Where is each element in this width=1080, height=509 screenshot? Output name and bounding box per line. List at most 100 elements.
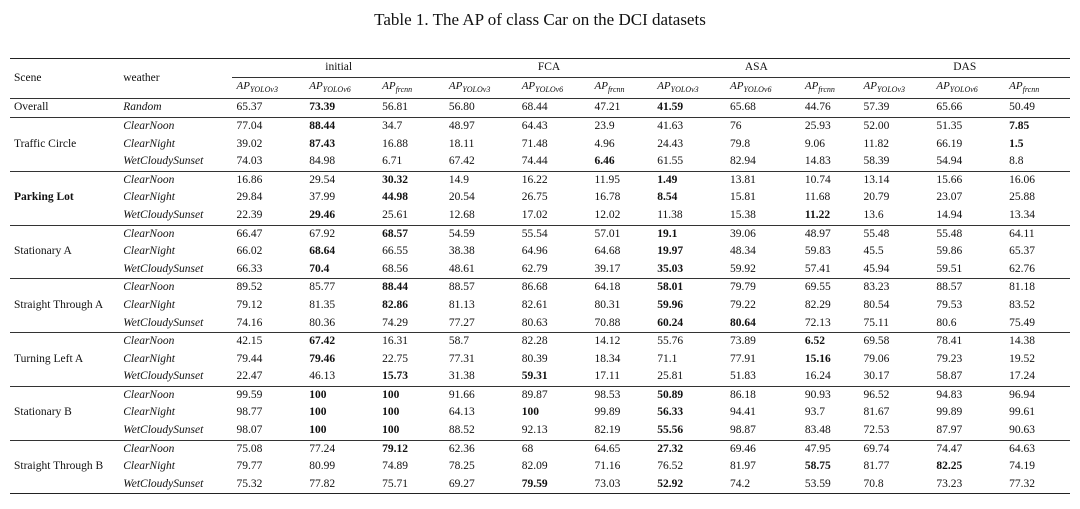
cell-value: 99.61 — [1009, 406, 1036, 419]
cell-value: 55.48 — [932, 224, 1006, 244]
table-row: Straight Through B ClearNight 79.77 80.99 74… — [10, 458, 1070, 476]
cell-value: 19.52 — [1009, 352, 1036, 365]
table-row: Traffic Circle ClearNight 39.02 87.43 16.88 1… — [10, 136, 1070, 154]
cell-value: 96.94 — [1005, 385, 1070, 405]
cell-value: 59.86 — [936, 245, 963, 258]
cell-value: 38.38 — [448, 245, 475, 258]
cell-value: 14.12 — [590, 332, 654, 351]
cell-value: 64.43 — [517, 116, 591, 136]
header-metric-fca-yolov3: APYOLOv3 — [444, 77, 518, 100]
cell-value: 11.38 — [657, 208, 683, 221]
cell-value: 94.83 — [932, 385, 1006, 405]
cell-value: 57.01 — [590, 224, 654, 244]
cell-weather: ClearNight — [123, 406, 175, 419]
cell-value: 68.44 — [521, 101, 548, 114]
cell-value: 71.1 — [657, 352, 678, 365]
cell-value: 29.54 — [305, 170, 379, 190]
cell-value: 50.89 — [653, 385, 727, 405]
table-row: WetCloudySunset 22.47 46.13 15.73 31.38 59.31… — [10, 368, 1070, 386]
cell-value: 70.88 — [594, 316, 621, 329]
cell-value: 11.95 — [590, 170, 654, 190]
cell-value: 48.97 — [444, 116, 518, 136]
cell-value: 77.91 — [730, 352, 756, 365]
cell-value: 48.34 — [730, 245, 756, 258]
cell-weather: ClearNight — [123, 191, 175, 204]
cell-value: 23.07 — [936, 191, 963, 204]
cell-value: 24.43 — [657, 137, 684, 150]
cell-value: 64.63 — [1005, 439, 1070, 459]
cell-value: 74.47 — [932, 439, 1006, 459]
cell-value: 85.77 — [305, 278, 379, 297]
cell-value: 82.94 — [730, 155, 756, 168]
cell-weather: WetCloudySunset — [123, 262, 204, 275]
cell-value: 13.81 — [726, 170, 801, 190]
cell-value: 74.03 — [236, 155, 263, 168]
cell-value: 93.7 — [804, 406, 825, 419]
table-caption: Table 1. The AP of class Car on the DCI … — [374, 10, 706, 29]
cell-scene — [10, 116, 120, 136]
cell-scene — [10, 261, 119, 279]
cell-value: 13.14 — [859, 170, 933, 190]
cell-value: 84.98 — [309, 155, 336, 168]
cell-value: 83.48 — [804, 424, 831, 437]
cell-value: 11.68 — [804, 191, 831, 204]
cell-value: 75.71 — [378, 475, 445, 495]
cell-value: 80.63 — [521, 316, 548, 329]
cell-value: 45.94 — [863, 262, 890, 275]
cell-value: 22.75 — [382, 352, 408, 365]
cell-value: 66.55 — [382, 245, 408, 258]
cell-value: 99.89 — [936, 406, 963, 419]
cell-value: 79.8 — [730, 137, 751, 150]
table-row: WetCloudySunset 98.07 100 100 88.52 92.13 82.1… — [10, 422, 1070, 440]
header-metric-asa-frcnn: APfrcnn — [800, 77, 860, 100]
cell-value: 81.97 — [730, 460, 756, 473]
cell-value: 34.7 — [378, 116, 445, 136]
cell-value: 94.41 — [730, 406, 756, 419]
cell-value: 88.44 — [305, 116, 379, 136]
cell-value: 39.17 — [594, 262, 621, 275]
cell-value: 76.52 — [657, 460, 684, 473]
header-group-asa: ASA — [653, 58, 860, 78]
cell-value: 17.02 — [521, 208, 548, 221]
cell-value: 51.35 — [932, 116, 1006, 136]
cell-value: 74.89 — [382, 460, 408, 473]
cell-value: 16.31 — [378, 332, 445, 351]
cell-value: 8.54 — [657, 191, 678, 204]
cell-value: 66.47 — [232, 224, 306, 244]
header-metric-asa-yolov3: APYOLOv3 — [653, 77, 727, 100]
header-metric-das-yolov6: APYOLOv6 — [932, 77, 1006, 100]
cell-value: 65.66 — [936, 101, 963, 114]
cell-value: 71.16 — [594, 460, 621, 473]
cell-value: 68.56 — [382, 262, 408, 275]
cell-value: 79.12 — [236, 298, 263, 311]
cell-weather: ClearNight — [123, 137, 175, 150]
cell-value: 88.52 — [448, 424, 475, 437]
cell-weather: ClearNoon — [119, 116, 233, 136]
cell-value: 88.57 — [932, 278, 1006, 297]
cell-value: 57.41 — [804, 262, 831, 275]
cell-weather: ClearNight — [123, 298, 175, 311]
cell-value: 12.02 — [594, 208, 621, 221]
cell-value: 80.31 — [594, 298, 621, 311]
table-row: Turning Left A ClearNight 79.44 79.46 22.75 7… — [10, 351, 1070, 369]
cell-value: 82.25 — [936, 460, 963, 473]
cell-value: 15.73 — [382, 370, 408, 383]
cell-value: 99.89 — [594, 406, 621, 419]
cell-value: 47.21 — [594, 101, 621, 114]
cell-scene — [10, 422, 119, 440]
table-row: Straight Through A ClearNight 79.12 81.35 82… — [10, 297, 1070, 315]
cell-value: 79.53 — [936, 298, 963, 311]
cell-value: 55.56 — [657, 424, 684, 437]
cell-value: 29.46 — [309, 208, 336, 221]
cell-value: 81.18 — [1005, 278, 1070, 297]
cell-value: 77.27 — [448, 316, 475, 329]
cell-weather: WetCloudySunset — [123, 316, 204, 329]
cell-scene: Turning Left A — [14, 352, 84, 365]
table-row: ClearNoon 89.52 85.77 88.44 88.57 86.68 64.18 5… — [10, 278, 1070, 297]
cell-value: 65.37 — [236, 101, 263, 114]
table-row: ClearNoon 16.86 29.54 30.32 14.9 16.22 11.95 1.… — [10, 170, 1070, 190]
cell-value: 75.32 — [232, 475, 306, 495]
cell-value: 57.39 — [863, 101, 890, 114]
cell-value: 66.33 — [236, 262, 263, 275]
cell-value: 70.8 — [859, 475, 933, 495]
